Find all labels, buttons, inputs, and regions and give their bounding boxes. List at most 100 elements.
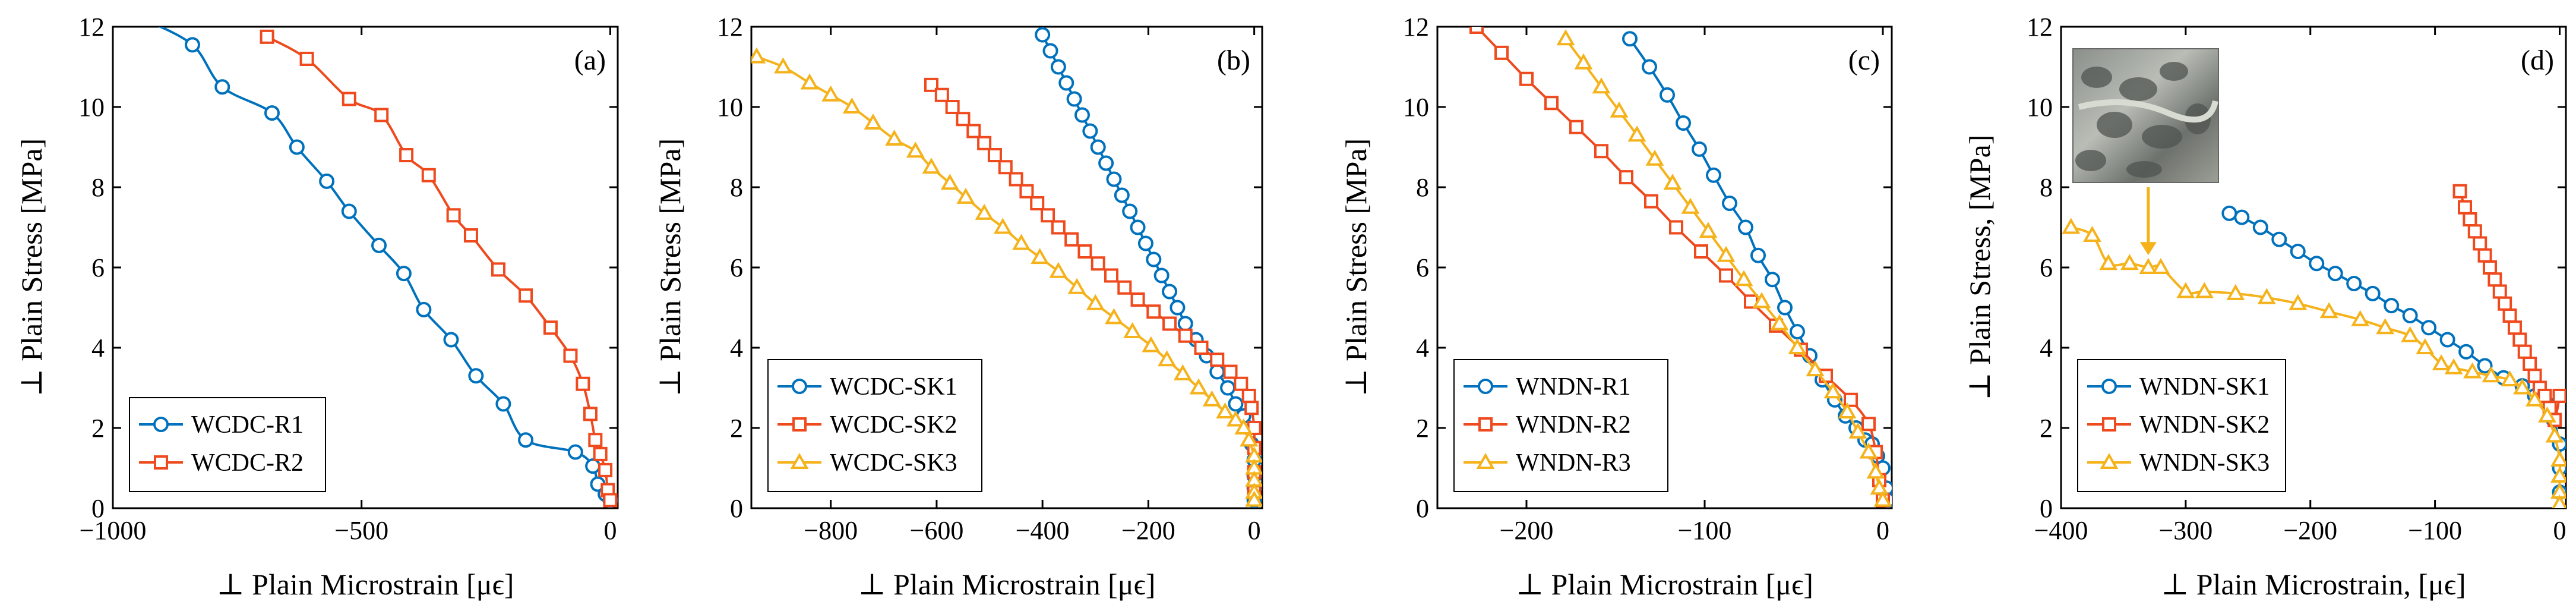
data-point: [1019, 184, 1034, 199]
y-tick-label: 2: [2040, 414, 2053, 443]
data-point: [1122, 203, 1138, 219]
data-point: [1202, 390, 1221, 407]
data-point: [1519, 71, 1534, 86]
data-point: [1031, 248, 1050, 265]
y-tick-label: 6: [91, 253, 105, 282]
data-point: [2257, 288, 2276, 304]
legend-marker: [153, 417, 169, 432]
data-point: [567, 444, 583, 460]
x-tick-label: −400: [2034, 516, 2088, 545]
y-axis-label: ⊥ Plain Stress [MPa]: [1339, 138, 1373, 397]
data-point: [2545, 426, 2564, 443]
series-WNDN-R3: [1556, 29, 1892, 507]
y-tick-label: 10: [1403, 93, 1429, 122]
data-point: [2365, 285, 2381, 301]
data-point: [1752, 292, 1771, 308]
data-point: [2482, 260, 2497, 275]
plot-area: [157, 27, 618, 508]
data-point: [1622, 31, 1638, 47]
x-axis-label: ⊥ Plain Microstrain [μϵ]: [1516, 568, 1813, 601]
data-point: [2319, 302, 2338, 319]
data-point: [1240, 430, 1259, 447]
data-point: [2482, 366, 2501, 383]
data-point: [1574, 53, 1593, 70]
data-point: [1719, 268, 1733, 283]
series-WNDN-SK3: [2062, 218, 2566, 508]
data-point: [956, 187, 975, 204]
data-point: [2234, 209, 2250, 225]
data-point: [2513, 378, 2531, 395]
data-point: [2527, 369, 2542, 383]
arrow-head: [2139, 242, 2157, 256]
plot-area: [751, 27, 1262, 508]
panel-label: (d): [2521, 45, 2554, 76]
data-point: [1130, 219, 1146, 235]
data-point: [518, 432, 534, 448]
panel-4: 0 2 4 6 8 10 12 −400 −300 −200 −100 0 ⊥ Plain Micros…: [1963, 12, 2567, 601]
data-point: [1770, 314, 1789, 330]
data-point: [1090, 139, 1106, 155]
x-tick-label: 0: [1876, 516, 1889, 545]
data-point: [342, 92, 356, 106]
data-point: [1146, 251, 1162, 267]
x-tick-label: 0: [1248, 516, 1261, 545]
data-point: [2176, 282, 2195, 298]
data-point: [2062, 218, 2081, 234]
data-point: [1738, 219, 1753, 235]
data-point: [1681, 197, 1700, 214]
y-tick-label: 10: [2027, 93, 2053, 122]
y-axis-label: ⊥ Plain Stress [MPa]: [15, 138, 48, 397]
data-point: [214, 79, 230, 95]
data-point: [1706, 167, 1721, 183]
data-point: [2444, 358, 2463, 374]
series-WNDN-SK2: [2452, 184, 2566, 427]
y-tick-label: 0: [91, 494, 105, 523]
data-point: [2502, 308, 2517, 323]
x-tick-label: −100: [1678, 516, 1732, 545]
data-point: [264, 105, 280, 121]
y-tick-label: 2: [730, 414, 743, 443]
data-point: [399, 148, 414, 162]
legend-marker: [154, 455, 168, 470]
data-point: [1663, 174, 1682, 190]
data-point: [1012, 234, 1031, 250]
data-point: [2376, 318, 2395, 335]
data-point: [598, 462, 613, 477]
data-point: [593, 446, 608, 461]
y-tick-label: 4: [1416, 333, 1429, 363]
x-tick-label: −800: [804, 516, 858, 545]
data-point: [2552, 389, 2566, 403]
data-point: [1194, 341, 1209, 355]
data-point: [1162, 316, 1177, 331]
x-tick-label: −200: [1121, 516, 1175, 545]
data-point: [1234, 418, 1253, 434]
data-point: [842, 97, 861, 114]
legend-marker: [792, 379, 807, 394]
data-point: [2139, 257, 2158, 274]
y-tick-label: 4: [730, 333, 743, 363]
legend: WNDN-SK1 WNDN-SK2 WNDN-SK3: [2077, 359, 2286, 492]
data-point: [2290, 244, 2306, 259]
data-point: [1220, 380, 1236, 396]
data-point: [299, 52, 314, 66]
photo-detail: [2081, 67, 2112, 88]
photo-detail: [2097, 112, 2132, 138]
data-point: [2120, 254, 2139, 270]
data-point: [1777, 300, 1793, 316]
data-point: [987, 148, 1002, 162]
data-point: [1848, 422, 1867, 439]
photo-detail: [2119, 77, 2157, 101]
data-point: [1049, 262, 1068, 278]
data-point: [1209, 364, 1225, 380]
data-point: [1086, 294, 1105, 310]
data-point: [1469, 27, 1484, 34]
data-point: [1838, 402, 1857, 418]
data-point: [1610, 101, 1629, 118]
data-point: [1788, 338, 1807, 354]
data-point: [1676, 115, 1691, 131]
legend-marker: [2102, 417, 2116, 432]
legend-label: WNDN-SK2: [2139, 411, 2270, 439]
legend: WCDC-SK1 WCDC-SK2 WCDC-SK3: [767, 359, 982, 492]
data-point: [1619, 170, 1633, 185]
